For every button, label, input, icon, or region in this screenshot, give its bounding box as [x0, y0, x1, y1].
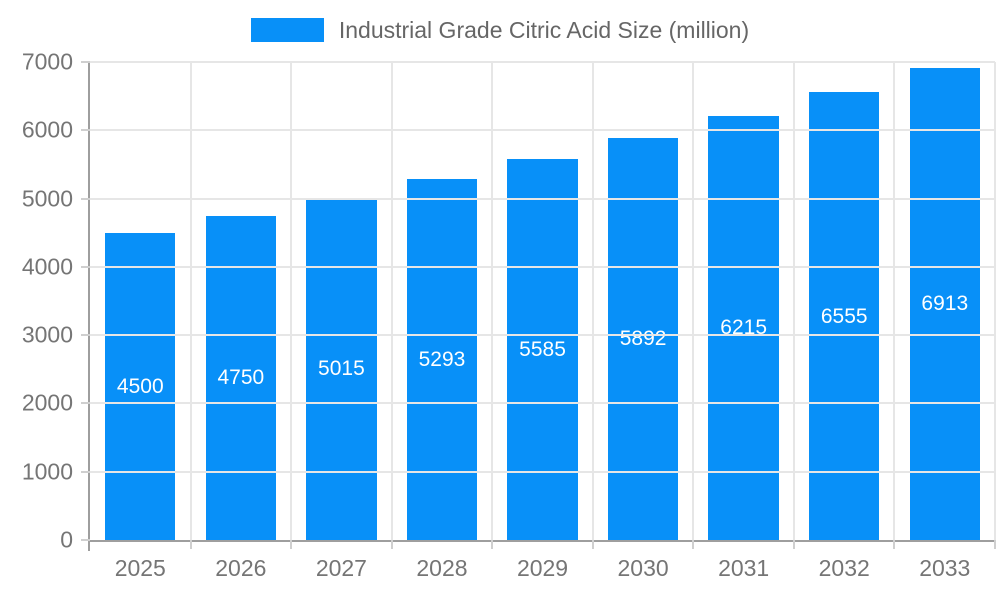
x-tick-label: 2028: [416, 555, 468, 581]
h-gridline: [90, 197, 995, 200]
bar-value-label: 5892: [619, 327, 667, 351]
bar-2028: 5293: [406, 178, 478, 540]
x-tick-label: 2033: [919, 555, 971, 581]
y-axis-tick: [81, 61, 90, 63]
y-axis-tick: [81, 539, 90, 541]
x-tick-label: 2031: [718, 555, 770, 581]
category-slot: 5293 2028: [392, 62, 493, 580]
bar-2026: 4750: [205, 215, 277, 540]
h-gridline: [90, 334, 995, 337]
bar-2025: 4500: [105, 232, 176, 540]
category-slot: 5015 2027: [291, 62, 392, 580]
bar-2032: 6555: [809, 92, 880, 540]
bar-value-label: 6913: [921, 292, 969, 316]
v-gridline: [491, 62, 494, 540]
x-axis-tick: [290, 540, 293, 549]
y-tick-label: 3000: [21, 321, 73, 348]
category-slot: 5892 2030: [593, 62, 694, 580]
x-axis-tick: [189, 540, 192, 549]
y-axis-tick: [81, 197, 90, 200]
x-axis-tick: [491, 540, 494, 549]
y-axis-tick: [81, 265, 90, 268]
bar-value-label: 5015: [318, 357, 365, 381]
bar-slots: 4500 2025 4750 2026 5015 2027 5293 2028 5585 2029…: [90, 62, 996, 580]
y-tick-label: 0: [60, 526, 73, 553]
v-gridline: [893, 62, 896, 540]
v-gridline: [692, 62, 695, 540]
bar-value-label: 6215: [720, 316, 767, 340]
y-axis-tick: [81, 402, 90, 405]
bar-2029: 5585: [507, 158, 578, 540]
plot-area: 4500 2025 4750 2026 5015 2027 5293 2028 5585 2029…: [22, 50, 996, 580]
v-gridline: [189, 62, 192, 540]
x-tick-label: 2025: [114, 555, 166, 581]
x-tick-label: 2032: [818, 555, 870, 581]
h-gridline: [90, 470, 995, 473]
bar-2033: 6913: [909, 67, 980, 540]
bar-2031: 6215: [708, 115, 779, 540]
legend-swatch: [250, 18, 324, 42]
category-slot: 6555 2032: [794, 62, 895, 580]
v-gridline: [994, 62, 996, 540]
x-axis-tick: [390, 540, 393, 549]
x-axis-tick: [994, 540, 996, 549]
bar-value-label: 5585: [519, 337, 566, 361]
legend-label: Industrial Grade Citric Acid Size (milli…: [338, 16, 750, 43]
y-axis-tick: [81, 470, 90, 473]
bar-value-label: 4500: [116, 374, 164, 398]
x-tick-label: 2030: [617, 555, 669, 581]
y-tick-label: 4000: [21, 253, 73, 280]
category-slot: 6215 2031: [693, 62, 794, 580]
y-axis-extension: [88, 540, 90, 551]
category-slot: 6913 2033: [895, 62, 996, 580]
y-axis-tick: [81, 129, 90, 132]
y-tick-label: 7000: [21, 48, 73, 75]
x-axis-tick: [692, 540, 695, 549]
y-tick-label: 1000: [21, 458, 73, 485]
h-gridline: [90, 265, 995, 268]
v-gridline: [290, 62, 293, 540]
bar-value-label: 6555: [820, 304, 868, 328]
legend: Industrial Grade Citric Acid Size (milli…: [0, 18, 1000, 42]
v-gridline: [792, 62, 795, 540]
y-axis-tick: [81, 334, 90, 337]
v-gridline: [591, 62, 594, 540]
category-slot: 4500 2025: [90, 62, 191, 580]
v-gridline: [390, 62, 393, 540]
y-tick-label: 2000: [21, 389, 73, 416]
legend-item[interactable]: Industrial Grade Citric Acid Size (milli…: [250, 16, 750, 43]
x-axis-tick: [792, 540, 795, 549]
bar-2027: 5015: [306, 197, 377, 540]
bar-value-label: 5293: [418, 347, 466, 371]
bar-2030: 5892: [607, 137, 679, 540]
x-tick-label: 2029: [516, 555, 569, 581]
y-tick-label: 6000: [21, 116, 73, 143]
x-tick-label: 2026: [215, 555, 267, 581]
bar-value-label: 4750: [217, 366, 265, 390]
x-tick-label: 2027: [315, 555, 367, 581]
x-axis-tick: [893, 540, 896, 549]
category-slot: 4750 2026: [191, 62, 292, 580]
x-axis-tick: [591, 540, 594, 549]
h-gridline: [90, 129, 995, 132]
category-slot: 5585 2029: [492, 62, 593, 580]
y-tick-label: 5000: [21, 185, 73, 212]
h-gridline: [90, 402, 995, 405]
h-gridline: [90, 61, 995, 63]
